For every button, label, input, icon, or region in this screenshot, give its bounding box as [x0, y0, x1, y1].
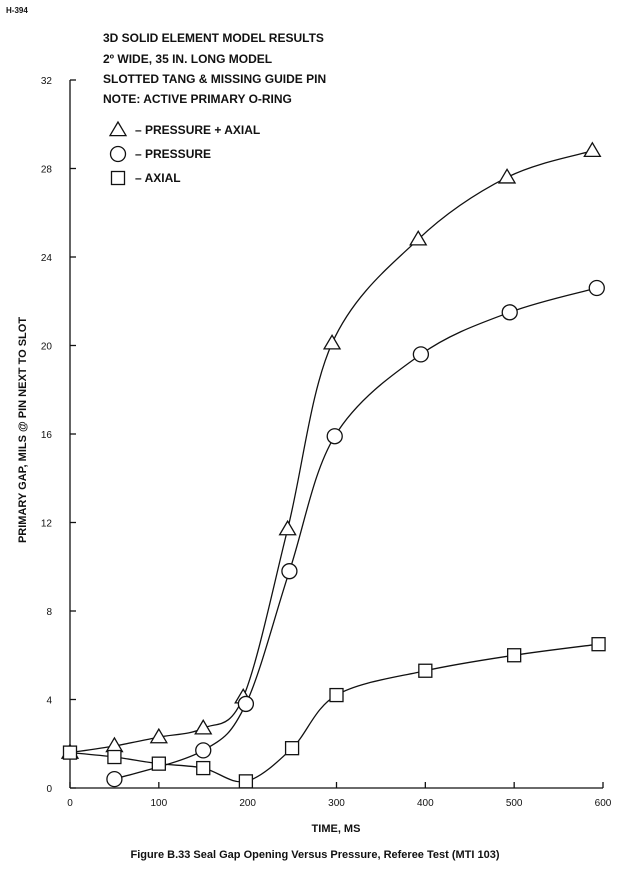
square-marker-5: [284, 741, 300, 756]
legend-square-symbol: [110, 170, 126, 186]
axes: 0 100 200 300 400 500 600 0 4 8 12 16 20 24 28 32: [41, 76, 612, 809]
note-line-3: SLOTTED TANG & MISSING GUIDE PIN: [103, 72, 326, 86]
square-marker-6: [329, 687, 344, 703]
circle-marker-0: [106, 771, 123, 788]
y-tick-label-8: 32: [41, 76, 53, 87]
x-tick-label-0: 0: [67, 798, 73, 809]
circle-marker-5: [412, 346, 430, 363]
y-tick-label-0: 0: [46, 784, 52, 795]
square-marker-8: [507, 648, 522, 663]
circle-marker-6: [501, 304, 518, 321]
triangle-marker-7: [409, 230, 428, 246]
triangle-marker-3: [194, 718, 213, 735]
y-tick-label-4: 16: [41, 430, 53, 441]
triangle-marker-8: [497, 168, 517, 184]
legend: – PRESSURE + AXIAL – PRESSURE – AXIAL: [108, 120, 260, 186]
y-axis-label: PRIMARY GAP, MILS @ PIN NEXT TO SLOT: [17, 317, 29, 543]
square-marker-4: [238, 774, 254, 789]
figure-caption: Figure B.33 Seal Gap Opening Versus Pres…: [130, 849, 500, 861]
y-tick-label-5: 20: [41, 342, 53, 353]
y-tick-label-2: 8: [46, 607, 52, 618]
y-tick-label-3: 12: [41, 519, 53, 530]
x-tick-label-4: 400: [417, 798, 434, 809]
series-line-square: [69, 643, 599, 783]
square-marker-1: [107, 749, 122, 765]
x-tick-label-3: 300: [328, 798, 345, 809]
y-tick-label-7: 28: [41, 165, 53, 176]
note-line-1: 3D SOLID ELEMENT MODEL RESULTS: [103, 31, 324, 45]
x-axis-label: TIME, MS: [312, 823, 361, 835]
legend-circle-symbol: [109, 145, 127, 163]
legend-label-triangle: – PRESSURE + AXIAL: [135, 123, 260, 137]
circle-marker-7: [588, 279, 605, 297]
square-marker-9: [591, 637, 606, 652]
chart-notes: 3D SOLID ELEMENT MODEL RESULTS 2º WIDE, …: [103, 31, 326, 106]
x-tick-label-1: 100: [150, 798, 167, 809]
square-marker-3: [196, 760, 211, 776]
page-code: H-394: [6, 6, 28, 15]
x-tick-label-6: 600: [595, 798, 612, 809]
circle-marker-1: [195, 742, 212, 759]
note-line-2: 2º WIDE, 35 IN. LONG MODEL: [103, 52, 272, 66]
triangle-marker-6: [322, 334, 342, 350]
circle-marker-4: [326, 428, 343, 445]
series-markers: [60, 141, 606, 789]
triangle-marker-9: [583, 141, 602, 158]
x-tick-label-5: 500: [506, 798, 523, 809]
circle-marker-2: [237, 695, 255, 713]
triangle-marker-5: [278, 519, 297, 536]
x-tick-label-2: 200: [239, 798, 256, 809]
square-marker-7: [418, 663, 433, 678]
triangle-marker-2: [149, 727, 168, 744]
y-tick-label-1: 4: [46, 696, 52, 707]
y-tick-label-6: 24: [41, 253, 53, 264]
series-line-circle: [114, 287, 597, 780]
legend-label-circle: – PRESSURE: [135, 147, 211, 161]
legend-triangle-symbol: [108, 120, 128, 137]
square-marker-2: [151, 756, 166, 771]
note-line-4: NOTE: ACTIVE PRIMARY O-RING: [103, 92, 292, 106]
series-curves: [69, 150, 599, 783]
square-marker-0: [62, 745, 78, 760]
legend-label-square: – AXIAL: [135, 171, 181, 185]
circle-marker-3: [281, 563, 298, 580]
